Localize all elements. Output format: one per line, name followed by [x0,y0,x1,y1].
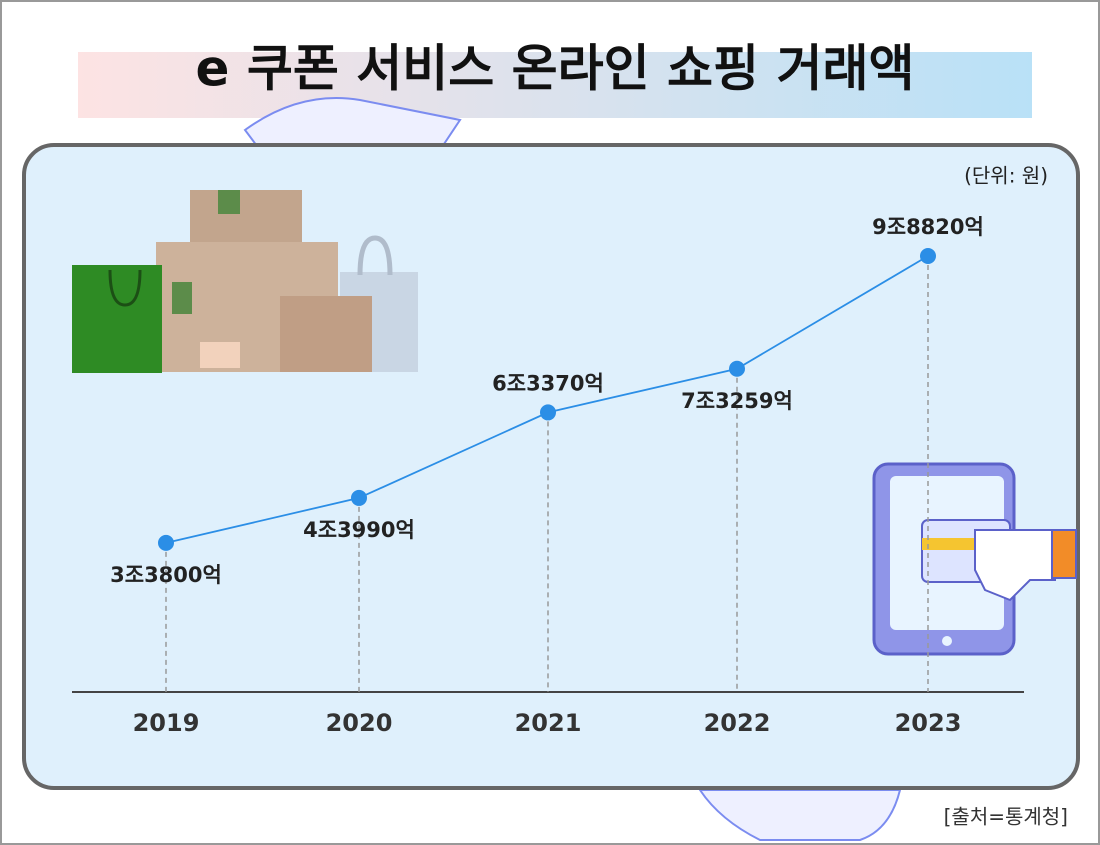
tablet-illustration [872,462,1077,656]
chart-title: e 쿠폰 서비스 온라인 쇼핑 거래액 [196,40,915,98]
title-band [78,52,1032,118]
data-label: 4조3990억 [303,518,415,542]
data-label: 7조3259억 [681,389,793,413]
data-point [920,248,936,264]
data-point [729,360,745,377]
x-tick-label: 2021 [515,709,582,737]
unit-note: (단위: 원) [964,164,1048,188]
x-tick-label: 2019 [133,709,200,737]
source: [출처=통계청] [944,805,1068,829]
data-point [540,404,556,421]
data-label: 3조3800억 [110,563,222,587]
data-point [158,534,174,551]
x-tick-label: 2020 [326,709,393,737]
coupon-deco [243,97,462,151]
data-label: 6조3370억 [492,371,604,395]
x-tick-label: 2023 [895,709,962,737]
x-tick-label: 2022 [704,709,771,737]
data-label: 9조8820억 [872,215,984,239]
data-point [351,489,367,506]
coupon-deco [698,789,902,841]
shopping-illustration [72,190,418,373]
